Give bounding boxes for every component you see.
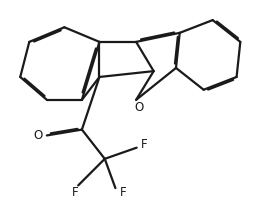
Text: O: O bbox=[34, 129, 43, 142]
Text: F: F bbox=[72, 186, 79, 199]
Text: O: O bbox=[134, 101, 143, 114]
Text: F: F bbox=[141, 138, 147, 151]
Text: F: F bbox=[120, 186, 126, 199]
